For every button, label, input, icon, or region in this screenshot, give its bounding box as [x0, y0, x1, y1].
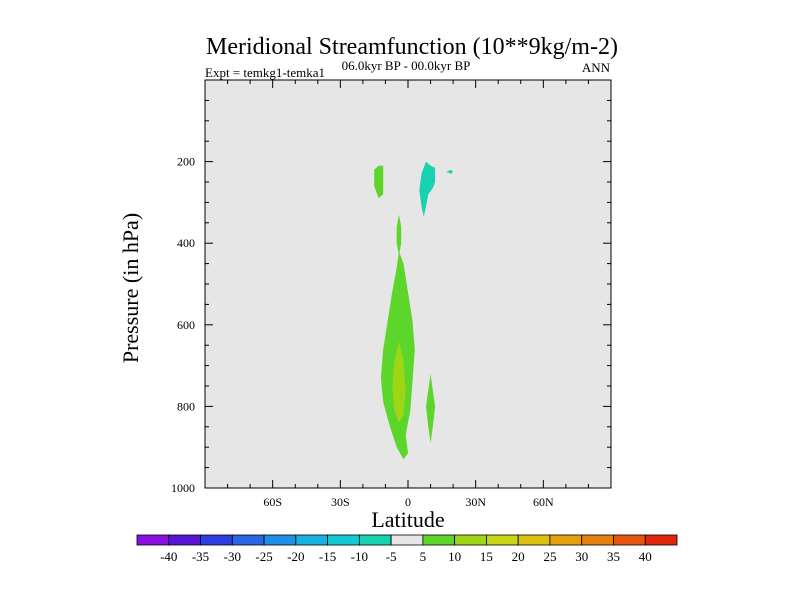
- colorbar-label: -35: [192, 549, 209, 564]
- contour-region-1: [396, 214, 402, 256]
- y-tick-label: 800: [177, 399, 195, 413]
- colorbar-box: [168, 534, 201, 546]
- x-tick-label: 30S: [331, 495, 350, 509]
- y-tick-label: 1000: [171, 481, 195, 495]
- colorbar-box: [644, 534, 678, 546]
- colorbar-label: 5: [420, 549, 427, 564]
- colorbar: -40 -35 -30 -25 -20 -15 -10 -5 5 10 15 20 25 30 35 40: [136, 534, 678, 564]
- colorbar-box: [517, 534, 551, 546]
- colorbar-box: [486, 534, 519, 546]
- x-tick-label: 60N: [533, 495, 554, 509]
- x-tick-label: 60S: [263, 495, 282, 509]
- y-tick-label: 600: [177, 318, 195, 332]
- colorbar-box: [231, 534, 265, 546]
- colorbar-label: -5: [386, 549, 397, 564]
- colorbar-box: [454, 534, 487, 546]
- y-axis-label: Pressure (in hPa): [118, 213, 143, 363]
- colorbar-label: 35: [607, 549, 620, 564]
- colorbar-label: -20: [287, 549, 304, 564]
- plot-frame: [204, 79, 612, 489]
- contour-region-5: [419, 161, 436, 217]
- contour-region-6: [446, 169, 454, 174]
- colorbar-box: [200, 534, 233, 546]
- subtitle-experiment: Expt = temkg1-temka1: [205, 65, 325, 80]
- chart-title: Meridional Streamfunction (10**9kg/m-2): [206, 34, 618, 60]
- subtitle-season: ANN: [582, 60, 611, 75]
- colorbar-label: 15: [480, 549, 493, 564]
- contour-region-2: [392, 341, 406, 423]
- colorbar-box: [358, 534, 392, 546]
- plot-area: [205, 80, 611, 488]
- colorbar-label: 10: [448, 549, 461, 564]
- colorbar-label: -25: [255, 549, 272, 564]
- colorbar-label: -15: [319, 549, 336, 564]
- colorbar-label: 30: [575, 549, 588, 564]
- axis-ticks: 60S 30S 0 30N 60N 200 400 600 800 1000: [171, 80, 611, 509]
- contour-region-4: [426, 373, 436, 444]
- colorbar-label: -10: [351, 549, 368, 564]
- colorbar-label: 20: [512, 549, 525, 564]
- x-axis-label: Latitude: [371, 507, 444, 532]
- contour-regions: [374, 161, 454, 460]
- colorbar-box: [263, 534, 297, 546]
- x-tick-label: 30N: [465, 495, 486, 509]
- colorbar-box: [581, 534, 614, 546]
- contour-region-3: [374, 165, 384, 199]
- colorbar-box: [549, 534, 583, 546]
- y-tick-label: 200: [177, 155, 195, 169]
- x-tick-label: 0: [405, 495, 411, 509]
- colorbar-box: [295, 534, 328, 546]
- subtitle-period: 06.0kyr BP - 00.0kyr BP: [342, 58, 471, 73]
- colorbar-box: [136, 534, 170, 546]
- colorbar-label: -30: [224, 549, 241, 564]
- colorbar-box: [390, 534, 424, 546]
- colorbar-label: 40: [639, 549, 652, 564]
- colorbar-box: [422, 534, 456, 546]
- colorbar-box: [613, 534, 646, 546]
- y-tick-label: 400: [177, 236, 195, 250]
- colorbar-box: [327, 534, 360, 546]
- colorbar-label: 25: [543, 549, 556, 564]
- colorbar-label: -40: [160, 549, 177, 564]
